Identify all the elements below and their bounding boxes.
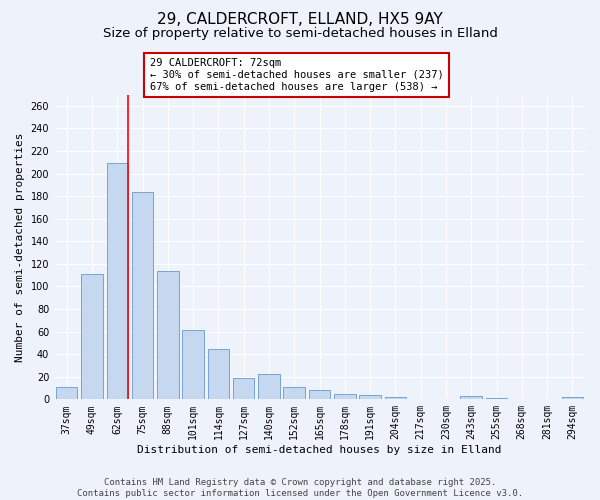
Bar — [385, 397, 406, 400]
Bar — [562, 397, 583, 400]
Text: 29 CALDERCROFT: 72sqm
← 30% of semi-detached houses are smaller (237)
67% of sem: 29 CALDERCROFT: 72sqm ← 30% of semi-deta… — [149, 58, 443, 92]
Bar — [107, 164, 128, 400]
Bar — [56, 387, 77, 400]
Y-axis label: Number of semi-detached properties: Number of semi-detached properties — [15, 132, 25, 362]
Bar — [208, 348, 229, 400]
Text: Contains HM Land Registry data © Crown copyright and database right 2025.
Contai: Contains HM Land Registry data © Crown c… — [77, 478, 523, 498]
Text: Size of property relative to semi-detached houses in Elland: Size of property relative to semi-detach… — [103, 28, 497, 40]
X-axis label: Distribution of semi-detached houses by size in Elland: Distribution of semi-detached houses by … — [137, 445, 502, 455]
Bar — [157, 270, 179, 400]
Bar — [283, 387, 305, 400]
Bar — [309, 390, 330, 400]
Text: 29, CALDERCROFT, ELLAND, HX5 9AY: 29, CALDERCROFT, ELLAND, HX5 9AY — [157, 12, 443, 28]
Bar — [81, 274, 103, 400]
Bar — [486, 398, 507, 400]
Bar — [182, 330, 204, 400]
Bar — [132, 192, 153, 400]
Bar — [460, 396, 482, 400]
Bar — [359, 395, 381, 400]
Bar — [334, 394, 356, 400]
Bar — [258, 374, 280, 400]
Bar — [233, 378, 254, 400]
